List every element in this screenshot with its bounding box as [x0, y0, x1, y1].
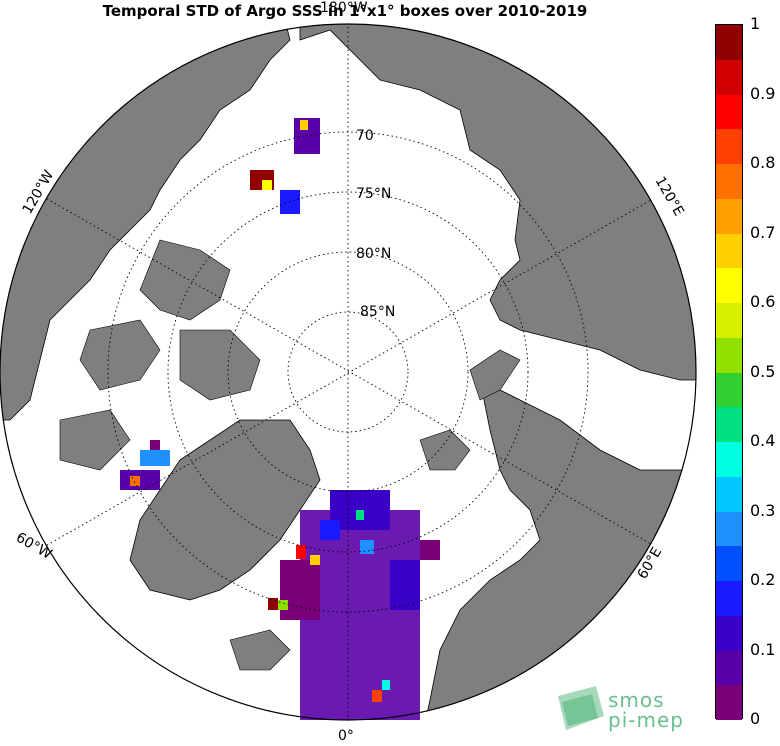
- colorbar-tick-label: 0.6: [750, 292, 776, 311]
- colorbar-cell: [716, 442, 742, 477]
- land-novaya-zemlya: [469, 349, 521, 401]
- colorbar-tick-label: 0: [750, 709, 761, 728]
- smos-logo-icon: [558, 686, 604, 730]
- colorbar-cell: [716, 685, 742, 720]
- colorbar-cell: [716, 164, 742, 199]
- colorbar-cell: [716, 615, 742, 651]
- data-baffin: [120, 440, 170, 490]
- colorbar-tick-label: 0.1: [750, 639, 776, 659]
- colorbar-cell: [716, 94, 742, 130]
- colorbar-tick-label: 0.7: [750, 222, 776, 242]
- land-archipelago-3: [79, 319, 161, 391]
- land-archipelago-2: [179, 329, 261, 401]
- land-archipelago-1: [139, 239, 231, 321]
- colorbar-tick-label: 0.9: [750, 83, 776, 103]
- colorbar-cell: [716, 337, 742, 373]
- colorbar-cell: [716, 546, 742, 581]
- colorbar-cell: [716, 581, 742, 616]
- colorbar: [715, 24, 743, 720]
- graticule: [0, 24, 696, 720]
- lat-label-75: 75°N: [356, 186, 391, 202]
- colorbar-cell: [716, 129, 742, 164]
- colorbar-cell: [716, 233, 742, 269]
- meridian-120-60w: [0, 171, 696, 573]
- colorbar-cell: [716, 303, 742, 338]
- lon-label-180w: 180°W: [320, 0, 368, 16]
- colorbar-tick-label: 1: [750, 14, 761, 33]
- colorbar-cell: [716, 198, 742, 234]
- lon-label-0: 0°: [338, 728, 354, 744]
- colorbar-cell: [716, 407, 742, 442]
- map-disc: [0, 24, 696, 720]
- meridian-60-120w: [0, 171, 696, 573]
- lat-circle-80: [227, 251, 469, 493]
- lat-label-85: 85°N: [360, 304, 395, 320]
- colorbar-tick-label: 0.3: [750, 500, 776, 520]
- data-nordic-seas: [268, 490, 440, 720]
- land-iceland: [229, 629, 291, 671]
- land-archipelago-4: [59, 409, 131, 471]
- colorbar-cell: [716, 476, 742, 512]
- colorbar-cell: [716, 372, 742, 408]
- colorbar-cell: [716, 59, 742, 95]
- colorbar-cell: [716, 511, 742, 547]
- colorbar-cell: [716, 650, 742, 686]
- lat-label-80: 80°N: [356, 246, 391, 262]
- colorbar-cell: [716, 268, 742, 303]
- lat-label-70: 70: [356, 128, 374, 144]
- colorbar-tick-label: 0.2: [750, 570, 776, 589]
- map-title: Temporal STD of Argo SSS in 1°x1° boxes …: [102, 2, 588, 20]
- logo-text-pimep: pi-mep: [608, 708, 684, 732]
- lat-circle-85: [287, 311, 409, 433]
- land-svalbard: [419, 429, 471, 471]
- colorbar-tick-label: 0.8: [750, 153, 776, 172]
- map-border: [0, 23, 697, 721]
- polar-map: 70 75°N 80°N 85°N 180°W 120°W 120°E 60°W…: [0, 0, 697, 744]
- lat-circle-75: [167, 191, 529, 553]
- colorbar-cell: [716, 25, 742, 60]
- logo-text-smos: smos: [608, 688, 665, 712]
- colorbar-tick-label: 0.4: [750, 431, 776, 450]
- colorbar-tick-label: 0.5: [750, 361, 776, 381]
